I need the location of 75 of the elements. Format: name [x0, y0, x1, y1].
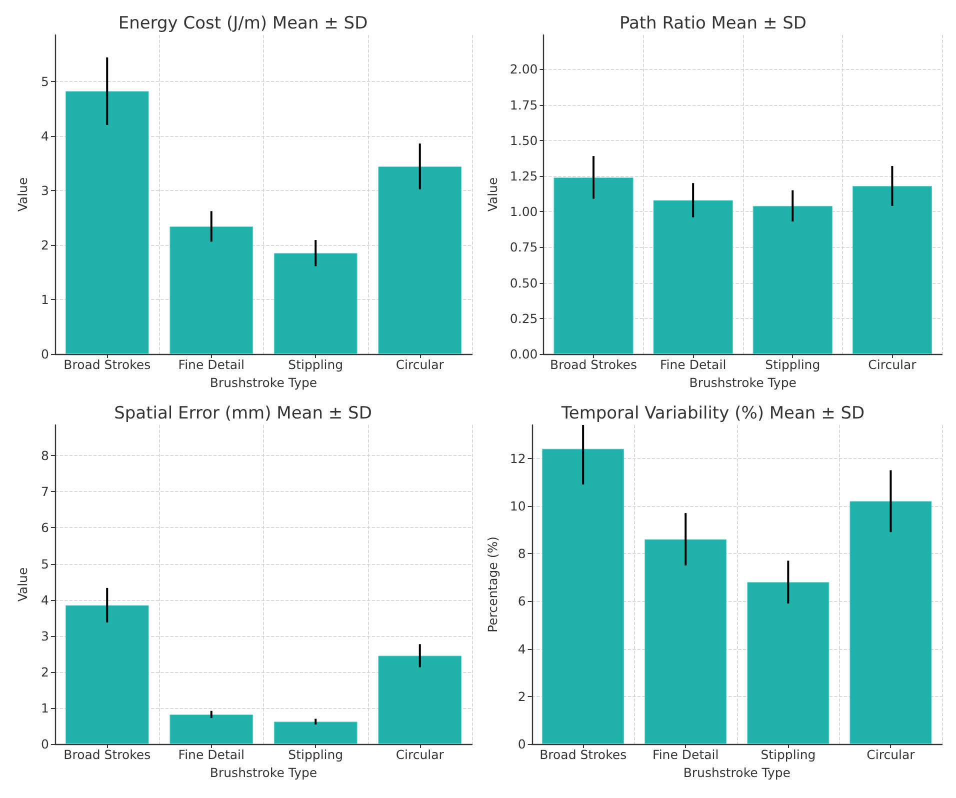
bar — [850, 501, 932, 744]
y-tick-label: 2 — [41, 664, 49, 680]
y-tick-label: 1.50 — [510, 132, 538, 148]
bar — [378, 656, 462, 744]
bar — [378, 166, 462, 354]
x-tick-label: Fine Detail — [178, 747, 244, 762]
y-tick-label: 1.25 — [510, 168, 538, 184]
y-axis-title: Value — [15, 567, 30, 602]
x-tick-label: Broad Strokes — [550, 357, 638, 372]
chart-title: Temporal Variability (%) Mean ± SD — [560, 404, 865, 424]
y-tick-label: 2.00 — [510, 62, 538, 77]
x-tick-label: Stippling — [288, 357, 344, 372]
chart-title: Energy Cost (J/m) Mean ± SD — [118, 14, 368, 34]
x-tick-label: Stippling — [765, 357, 820, 372]
y-tick-label: 4 — [41, 128, 50, 144]
y-tick-label: 8 — [518, 546, 526, 562]
bar — [653, 200, 733, 354]
y-tick-label: 4 — [518, 641, 526, 656]
y-axis-title: Value — [485, 177, 500, 212]
x-tick-label: Broad Strokes — [540, 747, 627, 762]
y-tick-label: 0.50 — [510, 275, 538, 290]
bar — [170, 226, 254, 354]
bar — [752, 206, 832, 354]
y-axis-title: Value — [15, 177, 30, 212]
x-tick-label: Fine Detail — [652, 747, 719, 762]
bar — [644, 539, 727, 744]
x-axis-title: Brushstroke Type — [210, 375, 318, 390]
y-tick-label: 7 — [41, 484, 49, 500]
y-tick-label: 2 — [518, 688, 526, 704]
x-axis-title: Brushstroke Type — [210, 765, 318, 780]
y-tick-label: 0.25 — [510, 310, 538, 326]
y-tick-label: 8 — [41, 448, 50, 464]
x-tick-label: Fine Detail — [660, 357, 726, 372]
chart-title: Spatial Error (mm) Mean ± SD — [114, 404, 372, 424]
y-tick-label: 0 — [41, 346, 50, 362]
bar — [274, 722, 358, 744]
x-tick-label: Circular — [396, 747, 445, 762]
y-tick-label: 6 — [41, 520, 50, 536]
bar — [170, 714, 254, 744]
bar — [554, 177, 634, 354]
x-tick-label: Broad Strokes — [64, 357, 151, 372]
x-tick-label: Circular — [866, 747, 916, 762]
chart-title: Path Ratio Mean ± SD — [619, 14, 807, 34]
x-tick-label: Stippling — [288, 747, 344, 762]
y-tick-label: 1.00 — [510, 204, 538, 220]
bar — [542, 448, 624, 744]
y-tick-label: 2 — [41, 237, 49, 252]
y-tick-label: 0.00 — [510, 346, 538, 362]
y-tick-label: 12 — [510, 450, 526, 466]
y-tick-label: 10 — [510, 498, 526, 514]
y-tick-label: 0 — [518, 736, 526, 752]
bar — [65, 91, 149, 354]
y-axis-title: Percentage (%) — [485, 536, 500, 632]
y-tick-label: 6 — [518, 594, 526, 609]
y-tick-label: 1 — [41, 700, 49, 716]
x-tick-label: Circular — [396, 357, 445, 372]
bar — [747, 582, 830, 744]
bar — [852, 186, 932, 354]
bar — [65, 605, 149, 744]
x-tick-label: Circular — [868, 357, 918, 372]
x-tick-label: Broad Strokes — [64, 747, 151, 762]
x-tick-label: Stippling — [760, 747, 816, 762]
bar — [274, 253, 358, 354]
y-tick-label: 3 — [41, 182, 49, 198]
y-tick-label: 0.75 — [510, 240, 538, 255]
y-tick-label: 5 — [41, 74, 49, 89]
y-tick-label: 4 — [41, 592, 50, 608]
y-tick-label: 0 — [41, 736, 50, 752]
y-tick-label: 1 — [41, 292, 49, 307]
y-tick-label: 5 — [41, 556, 49, 572]
y-tick-label: 1.75 — [510, 97, 538, 112]
x-axis-title: Brushstroke Type — [689, 375, 797, 390]
x-tick-label: Fine Detail — [178, 357, 244, 372]
y-tick-label: 3 — [41, 628, 49, 644]
x-axis-title: Brushstroke Type — [683, 765, 791, 780]
